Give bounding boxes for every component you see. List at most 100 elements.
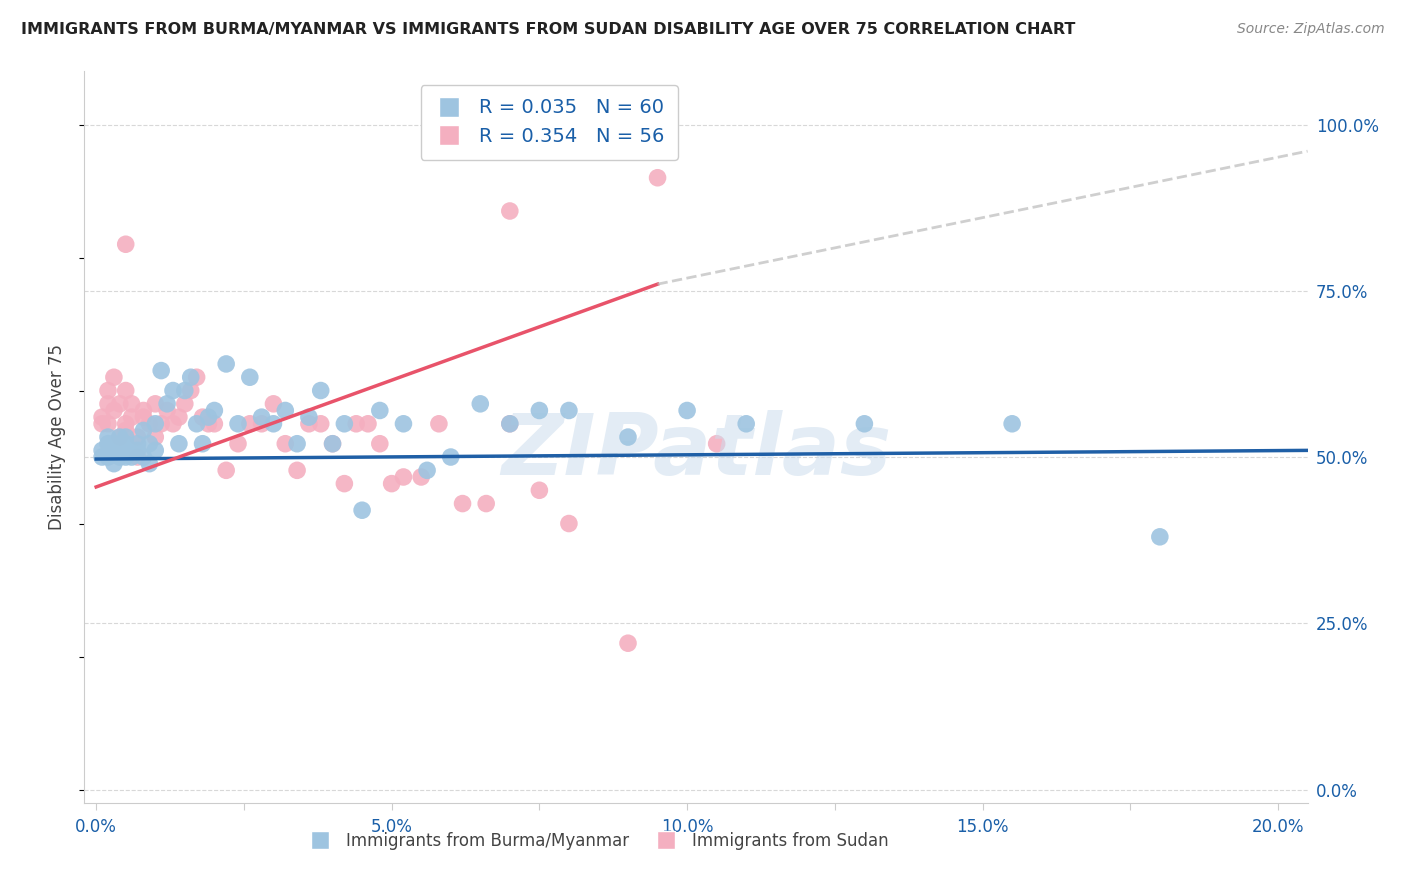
Point [91, 417, 114, 431]
Point [138, 436, 160, 450]
Point [368, 403, 391, 417]
Point [97, 417, 120, 431]
Point [114, 430, 136, 444]
Point [191, 436, 214, 450]
Point [274, 403, 297, 417]
Point [108, 397, 131, 411]
Point [103, 443, 125, 458]
Point [156, 397, 179, 411]
Point [91, 443, 114, 458]
Point [333, 476, 356, 491]
Point [127, 443, 149, 458]
Point [499, 417, 522, 431]
Point [475, 497, 498, 511]
Point [191, 410, 214, 425]
Text: Source: ZipAtlas.com: Source: ZipAtlas.com [1237, 22, 1385, 37]
Point [226, 436, 249, 450]
Point [108, 443, 131, 458]
Point [357, 417, 380, 431]
Point [322, 436, 344, 450]
Point [617, 430, 640, 444]
Point [676, 403, 699, 417]
Point [381, 476, 404, 491]
Point [226, 417, 249, 431]
Point [143, 417, 166, 431]
Point [167, 410, 190, 425]
Point [108, 430, 131, 444]
Point [262, 417, 284, 431]
Point [114, 417, 136, 431]
Point [309, 384, 332, 398]
Point [298, 410, 321, 425]
Point [138, 417, 160, 431]
Point [132, 403, 155, 417]
Point [298, 417, 321, 431]
Point [186, 370, 208, 384]
Point [344, 417, 367, 431]
Point [411, 470, 433, 484]
Point [103, 436, 125, 450]
Point [91, 410, 114, 425]
Point [103, 370, 125, 384]
Point [1149, 530, 1171, 544]
Point [127, 436, 149, 450]
Point [285, 463, 308, 477]
Point [451, 497, 474, 511]
Point [647, 170, 669, 185]
Point [167, 436, 190, 450]
Point [309, 417, 332, 431]
Point [285, 436, 308, 450]
Point [143, 430, 166, 444]
Text: ZIPatlas: ZIPatlas [501, 410, 891, 493]
Point [121, 443, 143, 458]
Point [1001, 417, 1024, 431]
Point [617, 636, 640, 650]
Point [127, 430, 149, 444]
Point [215, 357, 238, 371]
Point [162, 384, 184, 398]
Point [333, 417, 356, 431]
Text: IMMIGRANTS FROM BURMA/MYANMAR VS IMMIGRANTS FROM SUDAN DISABILITY AGE OVER 75 CO: IMMIGRANTS FROM BURMA/MYANMAR VS IMMIGRA… [21, 22, 1076, 37]
Point [103, 457, 125, 471]
Point [558, 516, 581, 531]
Point [114, 450, 136, 464]
Point [558, 403, 581, 417]
Point [162, 417, 184, 431]
Point [150, 417, 173, 431]
Point [853, 417, 876, 431]
Point [132, 424, 155, 438]
Point [352, 503, 374, 517]
Point [262, 397, 284, 411]
Legend: Immigrants from Burma/Myanmar, Immigrants from Sudan: Immigrants from Burma/Myanmar, Immigrant… [301, 825, 896, 856]
Point [97, 397, 120, 411]
Point [114, 436, 136, 450]
Point [97, 450, 120, 464]
Point [180, 370, 202, 384]
Point [97, 436, 120, 450]
Point [735, 417, 758, 431]
Point [108, 430, 131, 444]
Point [150, 363, 173, 377]
Point [121, 450, 143, 464]
Point [132, 450, 155, 464]
Point [239, 417, 262, 431]
Point [529, 483, 551, 498]
Point [143, 397, 166, 411]
Point [103, 403, 125, 417]
Point [97, 430, 120, 444]
Point [138, 457, 160, 471]
Point [427, 417, 450, 431]
Point [108, 450, 131, 464]
Point [186, 417, 208, 431]
Point [440, 450, 463, 464]
Point [250, 410, 273, 425]
Point [173, 397, 195, 411]
Point [143, 443, 166, 458]
Point [97, 384, 120, 398]
Point [499, 204, 522, 219]
Point [529, 403, 551, 417]
Point [322, 436, 344, 450]
Y-axis label: Disability Age Over 75: Disability Age Over 75 [48, 344, 66, 530]
Point [392, 417, 415, 431]
Point [706, 436, 728, 450]
